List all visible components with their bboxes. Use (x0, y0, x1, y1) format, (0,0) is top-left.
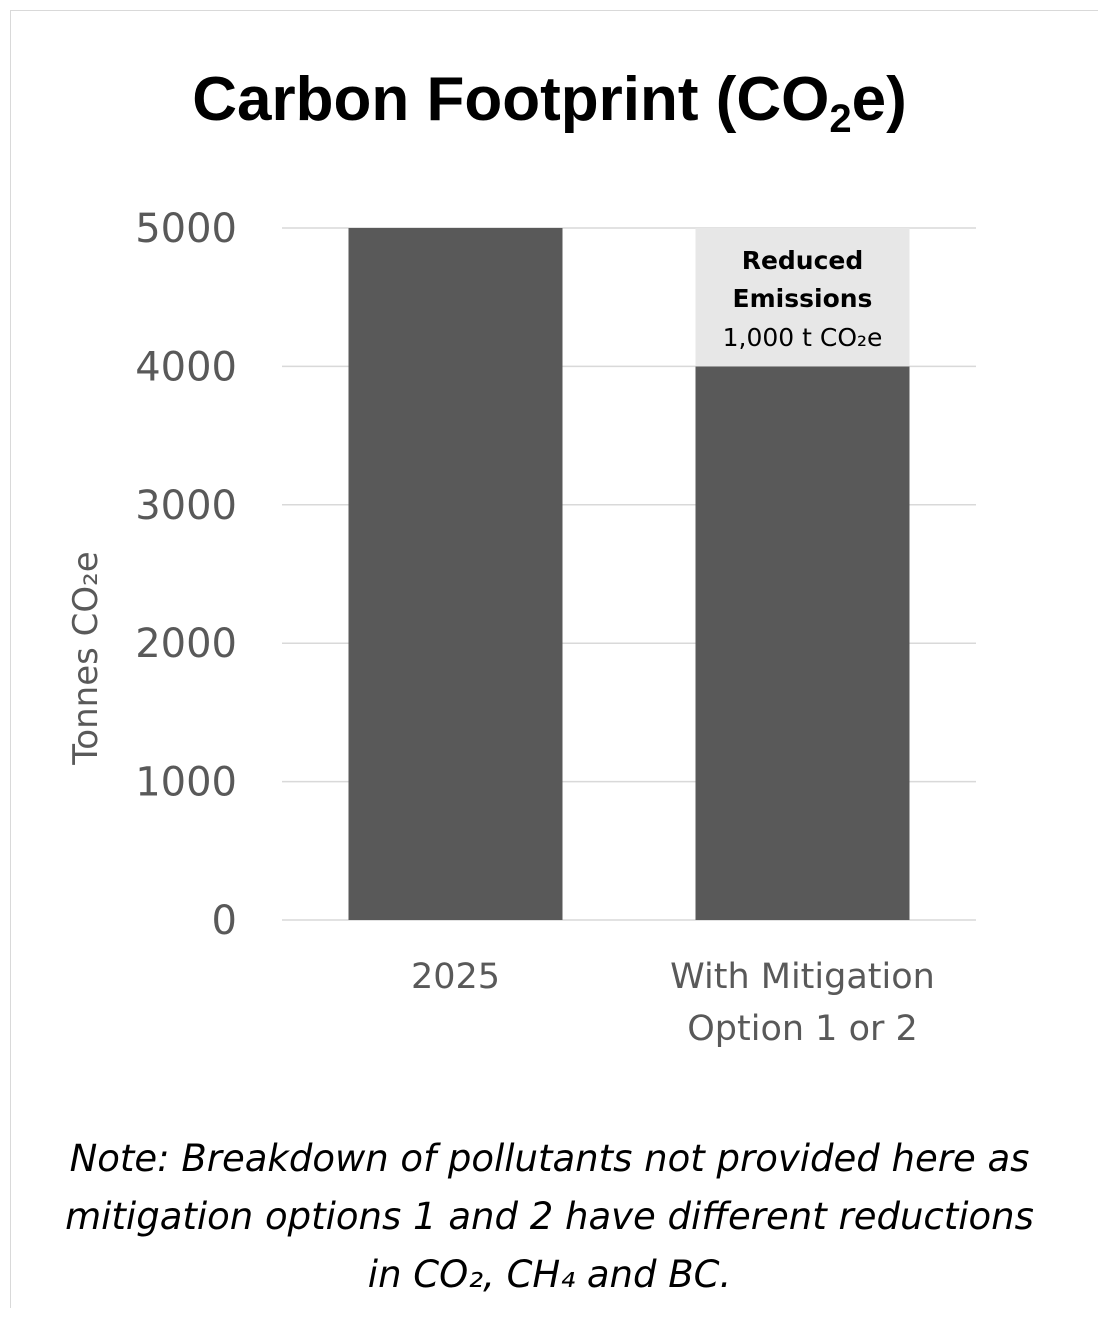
bar (695, 366, 910, 920)
y-tick-label: 5000 (135, 206, 237, 252)
annotation-line-3: 1,000 t CO₂e (723, 323, 883, 352)
footnote-line-1: Note: Breakdown of pollutants not provid… (69, 1137, 1030, 1180)
chart-title-text: Carbon Footprint (CO (192, 65, 830, 134)
chart-title: Carbon Footprint (CO2e) (0, 65, 1099, 139)
y-axis-label: Tonnes CO₂e (66, 551, 106, 765)
x-tick-label: Option 1 or 2 (687, 1009, 918, 1049)
bar-segment-reduced (695, 228, 910, 367)
footnote-line-3: in CO₂, CH₄ and BC. (367, 1253, 732, 1296)
chart-title-end: e) (851, 65, 907, 134)
y-tick-label: 2000 (135, 621, 237, 667)
y-tick-label: 1000 (135, 760, 237, 806)
chart-title-subscript: 2 (829, 97, 852, 141)
x-tick-label: With Mitigation (670, 957, 935, 997)
footnote: Note: Breakdown of pollutants not provid… (0, 1130, 1099, 1304)
chart-frame (10, 10, 1098, 1308)
bar-chart: 0 1000 2000 3000 4000 5000 Tonnes CO₂e Reduced E… (66, 206, 976, 1049)
y-tick-label: 0 (212, 898, 237, 944)
y-tick-label: 4000 (135, 344, 237, 390)
y-tick-label: 3000 (135, 483, 237, 529)
annotation-line-2: Emissions (733, 284, 873, 313)
bar (348, 228, 563, 920)
footnote-line-2: mitigation options 1 and 2 have differen… (65, 1195, 1034, 1238)
annotation-line-1: Reduced (742, 246, 864, 275)
x-tick-label: 2025 (411, 957, 500, 997)
